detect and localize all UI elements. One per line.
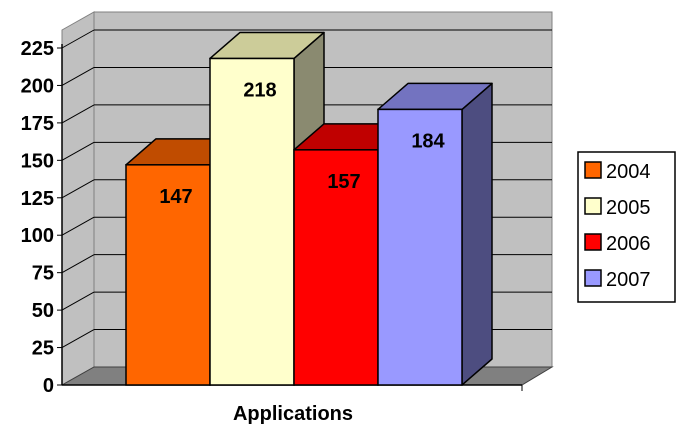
y-tick-label: 225 — [21, 38, 54, 60]
y-tick-label: 150 — [21, 150, 54, 172]
legend-swatch-2005 — [584, 197, 602, 215]
data-label-2005: 218 — [243, 79, 276, 101]
bar-side-2007 — [461, 82, 493, 386]
gridline-side — [61, 291, 95, 311]
legend-label-2004: 2004 — [606, 161, 651, 183]
gridline-side — [61, 254, 95, 274]
x-axis-label: Applications — [233, 403, 353, 425]
y-tick-label: 125 — [21, 188, 54, 210]
data-label-2004: 147 — [159, 186, 192, 208]
y-tick-label: 25 — [32, 338, 54, 360]
data-labels: 147 218 157 184 — [159, 79, 445, 207]
y-tick-label: 200 — [21, 75, 54, 97]
data-label-2006: 157 — [327, 171, 360, 193]
legend-swatch-2007 — [584, 269, 602, 287]
data-label-2007: 184 — [411, 130, 445, 152]
y-tick-label: 0 — [43, 375, 54, 397]
gridline-side — [61, 104, 95, 124]
gridline-side — [61, 67, 95, 86]
y-tick-label: 50 — [32, 300, 54, 322]
y-tick-label: 175 — [21, 113, 54, 135]
gridline-side — [61, 141, 95, 161]
legend-swatch-2004 — [584, 161, 602, 179]
gridline-side — [61, 329, 95, 348]
legend-label-2006: 2006 — [606, 233, 651, 255]
gridline-side — [61, 29, 95, 49]
legend-swatch-2006 — [584, 233, 602, 251]
bar-2004 — [125, 164, 211, 386]
y-axis: 0 25 50 75 100 125 150 175 200 225 — [21, 38, 523, 397]
gridline-side — [61, 179, 95, 199]
y-tick-label: 75 — [32, 263, 54, 285]
side-wall — [61, 11, 95, 386]
legend: 2004 2005 2006 2007 — [577, 151, 676, 303]
bar-2007 — [377, 108, 463, 386]
bar-2005 — [209, 57, 295, 386]
legend-label-2005: 2005 — [606, 197, 651, 219]
legend-label-2007: 2007 — [606, 269, 651, 291]
bar-2006 — [293, 149, 379, 386]
y-tick-label: 100 — [21, 225, 54, 247]
bars — [125, 31, 493, 386]
gridline-side — [61, 216, 95, 236]
